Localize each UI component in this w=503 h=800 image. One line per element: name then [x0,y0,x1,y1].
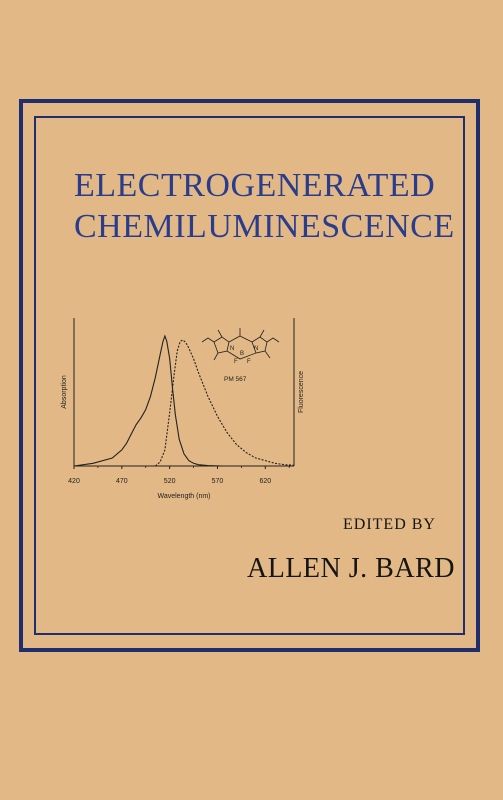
atom-label: B [240,351,244,357]
y-axis-left-label: Absorption [61,375,68,409]
book-title-line-2: CHEMILUMINESCENCE [74,208,455,245]
boron-bonds [226,350,257,360]
author-name: ALLEN J. BARD [247,553,455,584]
atom-label: F [247,359,251,365]
left-pyrrole-ring [213,336,230,354]
edited-by-label: EDITED BY [343,516,436,533]
absorption-curve [73,334,247,467]
atom-label: N [254,346,258,352]
x-tick-label: 420 [68,478,80,485]
fluorescence-curve [154,339,295,467]
right-lower-methyl [264,350,271,359]
meso-bridge [228,335,253,343]
x-tick-label: 620 [259,478,271,485]
left-lower-methyl [213,352,219,361]
right-methyl [259,329,265,338]
cover-outer-frame [19,99,480,652]
chart-annotation: PM 567 [224,376,247,383]
spectrum-chart: 420 470 520 570 620 Wavelength (nm) Absorption… [61,318,305,500]
x-axis-label: Wavelength (nm) [157,493,210,500]
atom-label: N [230,346,234,352]
right-ethyl [266,337,280,343]
x-tick-label: 570 [212,478,224,485]
cover-inner-frame [34,116,465,635]
x-tick-label: 520 [164,478,176,485]
atom-label: F [234,359,238,365]
left-ethyl [201,337,215,343]
pm567-molecule-structure: N N B F F [201,328,280,365]
y-axis-right-label: Fluorescence [298,371,305,413]
right-pyrrole-ring [251,336,268,354]
x-tick-label: 470 [116,478,128,485]
left-methyl [217,329,223,338]
book-title-line-1: ELECTROGENERATED [74,167,436,204]
book-title: ELECTROGENERATED CHEMILUMINESCENCE [74,165,474,247]
